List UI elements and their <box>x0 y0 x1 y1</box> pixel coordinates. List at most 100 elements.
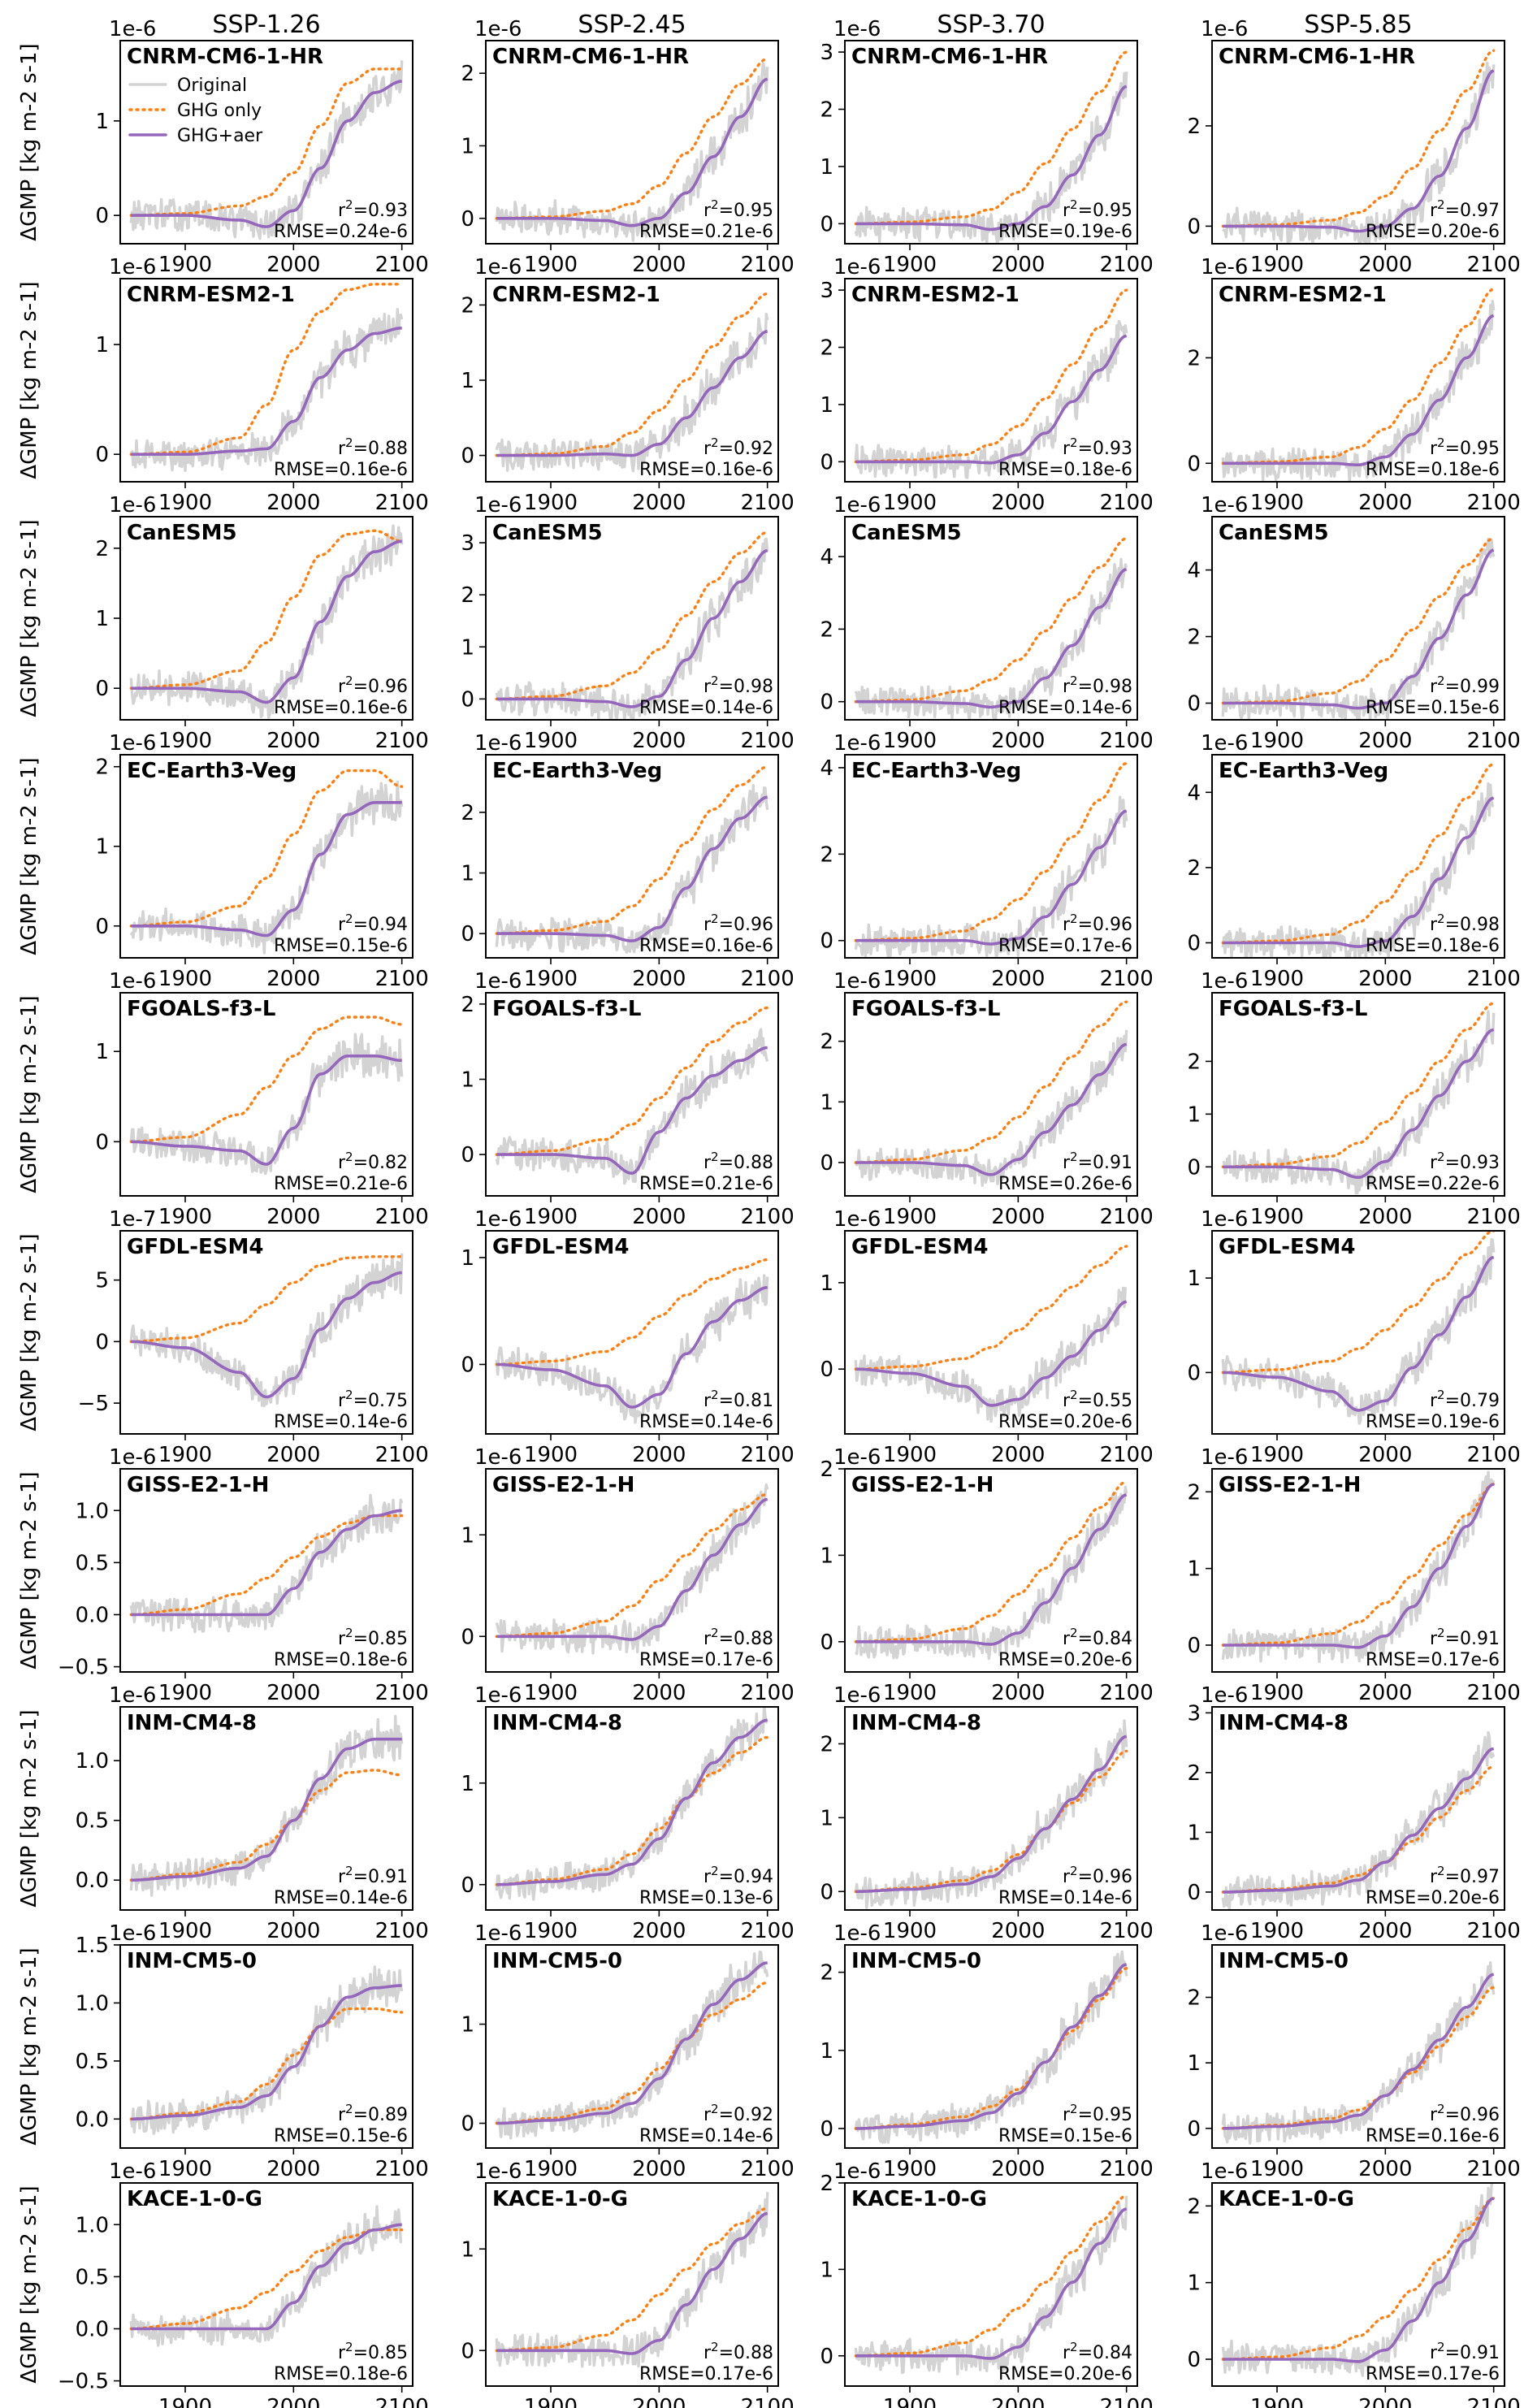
y-tick-label: 4 <box>1187 559 1201 583</box>
y-tick-label: 2 <box>820 2172 833 2196</box>
model-name-label: CanESM5 <box>1219 521 1329 545</box>
model-name-label: GISS-E2-1-H <box>1219 1473 1361 1497</box>
x-tick-label: 1900 <box>158 967 212 991</box>
series-original-line <box>1221 300 1496 482</box>
series-original-line <box>854 1286 1128 1423</box>
series-ghg-aer-line <box>855 1735 1128 1894</box>
y-tick-label: 1.0 <box>76 2213 109 2237</box>
rmse-label: RMSE=0.16e-6 <box>639 460 773 480</box>
x-tick-label: 2100 <box>1100 1205 1154 1229</box>
series-ghg-only-line <box>129 1514 404 1617</box>
rmse-label: RMSE=0.26e-6 <box>998 1174 1132 1194</box>
r2-label: r2=0.88 <box>704 1150 773 1173</box>
rmse-label: RMSE=0.14e-6 <box>274 1412 408 1432</box>
r2-label: r2=0.97 <box>1430 1864 1500 1887</box>
rmse-label: RMSE=0.18e-6 <box>998 460 1132 480</box>
rmse-label: RMSE=0.17e-6 <box>1366 1650 1500 1670</box>
y-tick-label: 2 <box>1187 626 1201 650</box>
chart-panel: 1900 2000 21000121e-6GISS-E2-1-Hr2=0.91RMS… <box>1187 1445 1520 1705</box>
x-tick-label: 2100 <box>375 2157 429 2181</box>
series-ghg-aer-line <box>855 2207 1128 2360</box>
y-tick-label: 0 <box>461 2339 474 2363</box>
rmse-label: RMSE=0.16e-6 <box>639 936 773 956</box>
r2-label: r2=0.96 <box>704 912 773 935</box>
axis-exponent-label: 1e-6 <box>109 969 156 994</box>
chart-panel: 1900 2000 21000121e-6INM-CM5-0r2=0.95RMSE=… <box>820 1921 1153 2181</box>
x-tick-label: 2000 <box>266 1443 320 1467</box>
axis-exponent-label: 1e-6 <box>474 17 522 41</box>
chart-panel: 1900 2000 2100 0 1 21e-6 KACE-1-0-G r2=0.91RMSE… <box>1187 2159 1520 2408</box>
legend-entry-label: GHG only <box>177 101 262 121</box>
r2-label: r2=0.96 <box>1063 912 1132 935</box>
series-ghg-aer-line <box>1223 2197 1495 2363</box>
x-tick-label: 1900 <box>524 253 578 277</box>
plot-area <box>1221 1730 1496 1910</box>
y-tick-label: 3 <box>820 279 833 303</box>
series-ghg-only-line <box>854 2194 1128 2358</box>
axis-exponent-label: 1e-6 <box>1201 969 1248 994</box>
x-tick-label: 2000 <box>991 1443 1045 1467</box>
chart-panel: 1900 2000 210001231e-6CNRM-ESM2-1r2=0.93RM… <box>820 255 1153 515</box>
series-original-line <box>1221 2183 1494 2377</box>
y-tick-label: 1.0 <box>76 1499 109 1523</box>
y-tick-label: 1 <box>1187 1102 1201 1127</box>
plot-area <box>854 288 1128 479</box>
r2-label: r2=0.92 <box>704 435 773 459</box>
x-tick-label: 1900 <box>158 1443 212 1467</box>
x-tick-label: 2100 <box>1100 1919 1154 1943</box>
y-tick-label: 0 <box>820 2345 833 2369</box>
y-tick-label: 0.5 <box>76 2050 109 2074</box>
x-tick-label: 2000 <box>266 967 320 991</box>
plot-area <box>129 524 404 719</box>
chart-panel: 1900 2000 2100 0 1 1e-6 GFDL-ESM4 r2=0.55RMSE=0… <box>820 1207 1153 1467</box>
y-tick-label: 0.0 <box>76 1869 109 1893</box>
chart-panel: 1900 2000 2100 0 1 1e-6 FGOALS-f3-L r2=0.82RMSE… <box>17 969 429 1229</box>
r2-label: r2=0.84 <box>1063 2340 1132 2363</box>
axis-exponent-label: 1e-6 <box>474 2159 522 2184</box>
model-name-label: GFDL-ESM4 <box>851 1235 989 1259</box>
rmse-label: RMSE=0.20e-6 <box>998 1650 1132 1670</box>
x-tick-label: 1900 <box>883 1205 937 1229</box>
series-ghg-aer-line <box>1223 1255 1495 1412</box>
x-tick-label: 2100 <box>1467 253 1521 277</box>
x-tick-label: 2100 <box>741 1205 794 1229</box>
plot-area <box>495 1006 769 1185</box>
series-original-line <box>495 1707 768 1901</box>
series-ghg-only-line <box>129 2228 404 2331</box>
axis-exponent-label: 1e-6 <box>833 731 881 756</box>
y-tick-label: 0 <box>461 1873 474 1898</box>
series-ghg-aer-line <box>1223 796 1495 948</box>
rmse-label: RMSE=0.14e-6 <box>998 1888 1132 1908</box>
model-name-label: FGOALS-f3-L <box>127 997 275 1021</box>
plot-area <box>495 1258 769 1424</box>
x-tick-label: 2100 <box>1467 967 1521 991</box>
series-ghg-aer-line <box>131 1055 402 1166</box>
plot-area <box>129 1965 404 2135</box>
model-name-label: INM-CM5-0 <box>851 1949 981 1973</box>
plot-area <box>1221 49 1496 244</box>
series-original-line <box>854 1029 1128 1187</box>
x-tick-label: 2100 <box>375 2395 429 2408</box>
axis-exponent-label: 1e-6 <box>833 1207 881 1232</box>
x-tick-label: 2000 <box>1358 1681 1412 1705</box>
y-tick-label: 2 <box>820 98 833 123</box>
x-tick-label: 2000 <box>632 1443 686 1467</box>
plot-area <box>1221 1002 1496 1195</box>
axis-exponent-label: 1e-6 <box>1201 2159 1248 2184</box>
x-tick-label: 2100 <box>1100 967 1154 991</box>
series-ghg-aer-line <box>131 800 402 938</box>
series-ghg-aer-line <box>855 1042 1128 1176</box>
y-tick-label: 1 <box>820 393 833 418</box>
series-ghg-aer-line <box>1223 548 1495 710</box>
plot-area <box>495 2192 769 2368</box>
model-name-label: FGOALS-f3-L <box>492 997 641 1021</box>
plot-area <box>854 50 1128 244</box>
model-name-label: CNRM-ESM2-1 <box>492 283 660 307</box>
axis-exponent-label: 1e-6 <box>833 2159 881 2184</box>
plot-area <box>854 537 1128 720</box>
chart-panel: 1900 2000 2100 0 2 4 1e-6 CanESM5 r2=0.99RMSE=0.… <box>1187 493 1520 753</box>
model-name-label: KACE-1-0-G <box>1219 2187 1354 2211</box>
series-ghg-aer-line <box>496 1718 768 1886</box>
y-axis-title: ΔGMP [kg m-2 s-1] <box>17 1471 41 1669</box>
x-tick-label: 1900 <box>158 253 212 277</box>
